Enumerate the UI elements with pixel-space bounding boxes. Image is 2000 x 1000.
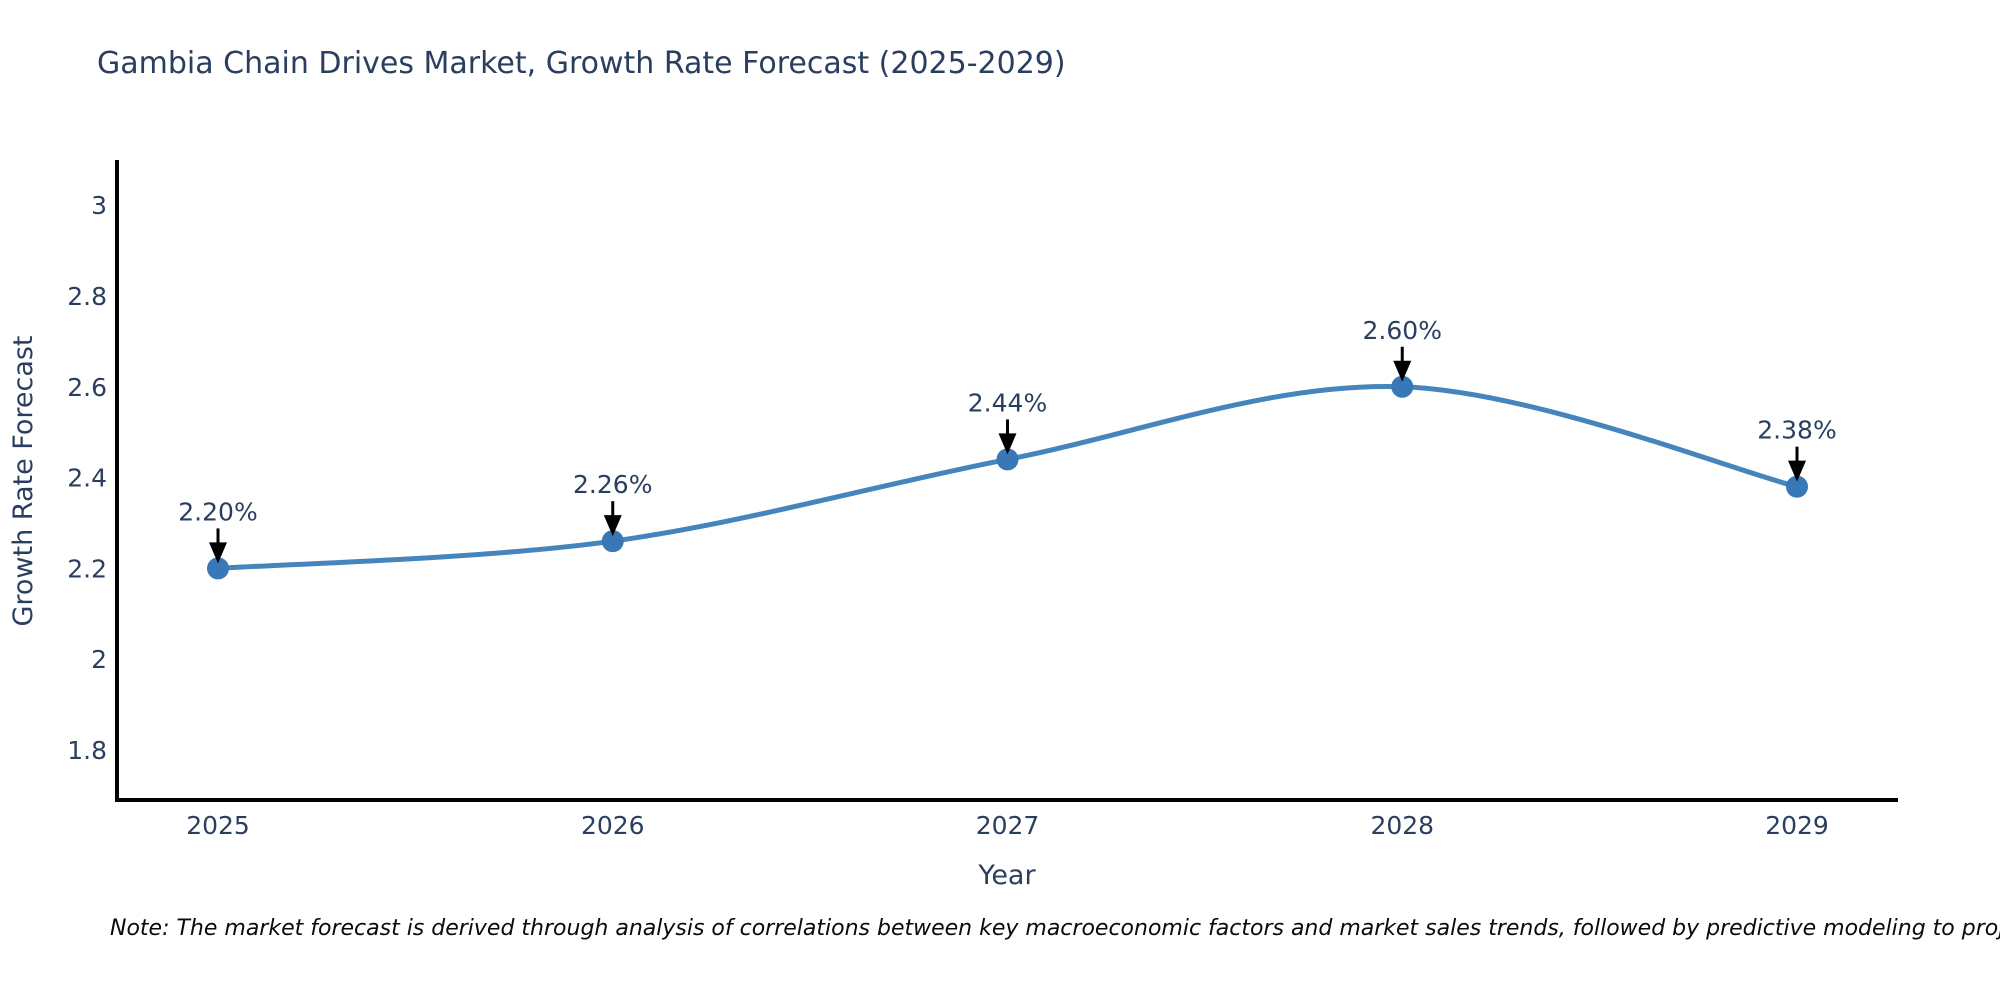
point-value-label: 2.26% [573, 470, 652, 499]
x-tick-label: 2027 [976, 811, 1040, 840]
point-value-label: 2.44% [968, 388, 1047, 417]
x-tick-label: 2026 [581, 811, 645, 840]
data-point-marker [1786, 475, 1808, 498]
y-axis-title: Growth Rate Forecast [8, 335, 39, 626]
point-value-label: 2.38% [1757, 416, 1836, 445]
chart-title: Gambia Chain Drives Market, Growth Rate … [97, 46, 1066, 81]
y-tick-label: 1.8 [67, 736, 107, 765]
y-tick-label: 2.8 [67, 282, 107, 311]
annotation-arrow-head [998, 433, 1017, 455]
x-axis-title: Year [977, 860, 1036, 891]
annotation-arrow-head [209, 542, 227, 564]
point-value-label: 2.60% [1363, 316, 1442, 345]
annotation-arrow-head [1393, 360, 1412, 382]
y-tick-label: 2.4 [67, 464, 107, 493]
axes-layer: 3 2.8 2.6 2.4 2.2 2 1.8 2025 2026 2027 2028 2029 [67, 160, 1898, 840]
data-point-marker [1391, 375, 1414, 398]
annotation-arrow-head [603, 515, 622, 537]
annotation-layer: 2.20% 2.26% 2.44% 2.60% 2.38% [178, 316, 1837, 564]
x-tick-label: 2029 [1765, 811, 1829, 840]
x-tick-label: 2025 [186, 811, 250, 840]
y-tick-label: 3 [91, 191, 107, 220]
y-tick-label: 2.2 [67, 554, 107, 583]
line-series-layer [207, 375, 1808, 580]
data-point-marker [996, 448, 1019, 471]
x-tick-label: 2028 [1370, 811, 1434, 840]
point-value-label: 2.20% [178, 497, 257, 526]
annotation-arrow-head [1788, 460, 1806, 482]
data-point-marker [601, 530, 624, 553]
axis-lines [115, 160, 1898, 802]
y-tick-label: 2.6 [67, 373, 107, 402]
footnote-text: Note: The market forecast is derived thr… [110, 916, 2000, 941]
data-point-marker [207, 557, 229, 580]
y-tick-label: 2 [91, 645, 107, 674]
